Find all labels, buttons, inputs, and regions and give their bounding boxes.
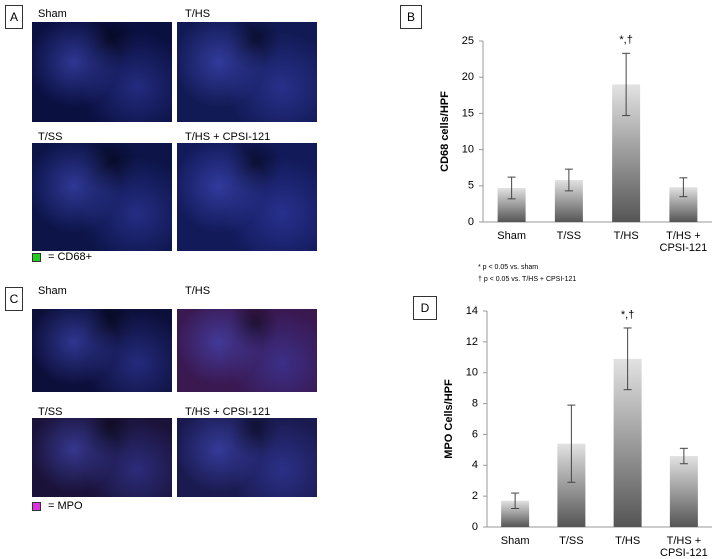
image-caption: T/SS [38,131,63,143]
panel-label: B [400,5,422,29]
legend-text: = CD68+ [48,251,93,263]
x-tick-label: T/SS [559,535,584,547]
y-tick-label: 8 [472,397,478,409]
image-caption: T/HS + CPSI-121 [185,406,271,418]
error-bar [567,404,576,483]
y-axis-title: CD68 cells/HPF [439,91,451,172]
error-bar [679,447,688,465]
annotation: *,† [619,34,632,46]
image-caption: T/HS [185,285,211,297]
micrograph [32,309,172,392]
micrograph [32,143,172,251]
x-tick-label: T/HS [615,535,641,547]
legend-swatch [32,253,41,262]
micrograph [177,309,317,392]
bar [669,456,698,527]
y-tick-label: 6 [472,428,478,440]
footnote: † p < 0.05 vs. T/HS + CPSI-121 [478,276,577,283]
error-bar [564,168,573,192]
micrograph [177,143,317,251]
legend-text: = MPO [48,500,83,512]
y-tick-label: 2 [472,490,478,502]
image-caption: T/SS [38,406,63,418]
x-tick-label: T/HS [613,230,639,242]
panel-label: C [5,287,23,311]
annotation: *,† [621,309,634,321]
charts: 0 5 10 15 20 25 CD68 cells/HPF *,† 0 2 4 6 8 10 12 14 MP… [439,34,712,533]
figure: 0 5 10 15 20 25 CD68 cells/HPF *,† 0 2 4 6 8 10 12 14 MP… [5,5,712,559]
micrograph [32,418,172,497]
micrograph [177,418,317,497]
micrograph [177,22,317,122]
y-tick-label: 20 [462,71,474,83]
error-bar [622,52,631,117]
y-tick-label: 0 [468,216,474,228]
footnote: * p < 0.05 vs. sham [478,264,539,271]
x-tick-label: T/SS [556,230,582,242]
image-caption: Sham [38,8,67,20]
micrograph [32,22,172,122]
y-tick-label: 12 [466,336,478,348]
legend-swatch [32,502,41,511]
y-tick-label: 15 [462,107,474,119]
panel-label: D [413,296,437,320]
y-tick-label: 25 [462,35,474,47]
panel-label: A [5,5,23,29]
image-caption: Sham [38,285,67,297]
error-bar [623,327,632,391]
image-caption: T/HS [185,8,211,20]
y-tick-label: 14 [466,305,478,317]
y-tick-label: 10 [462,144,474,156]
y-tick-label: 4 [472,459,478,471]
x-tick-label: Sham [497,230,526,242]
image-caption: T/HS + CPSI-121 [185,131,271,143]
y-axis-title: MPO Cells/HPF [443,379,455,459]
y-tick-label: 5 [468,180,474,192]
error-bar [679,177,688,198]
y-tick-label: 0 [472,521,478,533]
error-bar [507,176,516,200]
x-tick-label: T/HS + CPSI-121 [659,230,708,254]
y-tick-label: 10 [466,367,478,379]
x-tick-label: Sham [500,535,530,547]
error-bar [511,492,520,509]
